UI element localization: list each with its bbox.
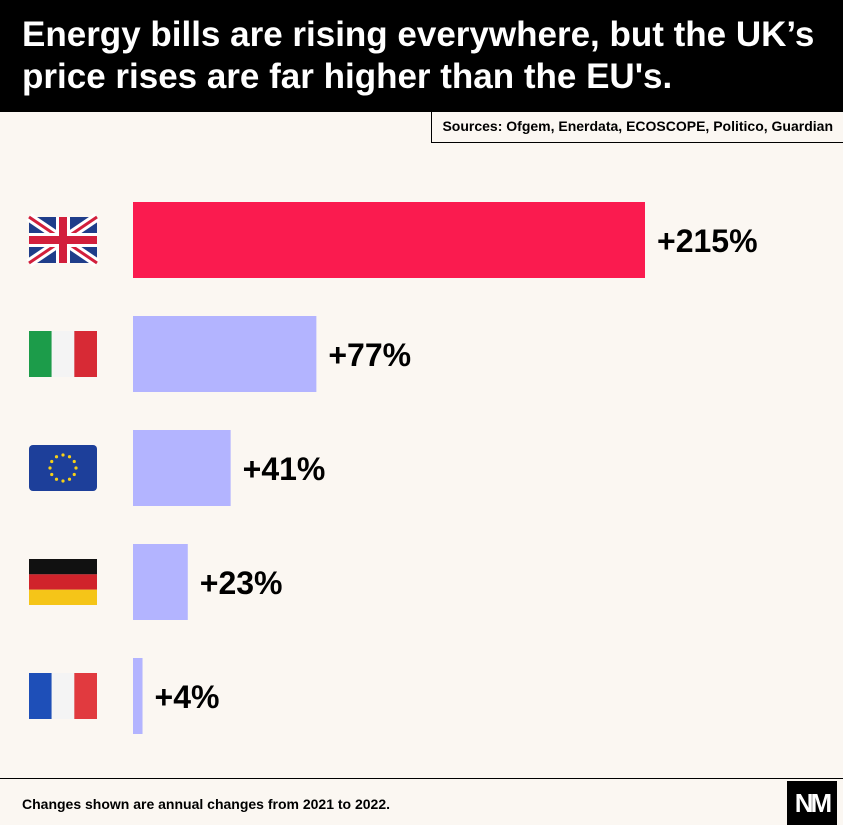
bar-italy bbox=[133, 316, 317, 392]
data-label-eu: +41% bbox=[243, 451, 326, 487]
uk-flag-icon bbox=[26, 213, 100, 267]
header-bar: Energy bills are rising everywhere, but … bbox=[0, 0, 843, 112]
bar-chart: +215% +77% +41% +23% +4% bbox=[26, 202, 758, 734]
data-label-france: +4% bbox=[155, 679, 220, 715]
publisher-logo: NM bbox=[787, 781, 837, 825]
data-label-uk: +215% bbox=[657, 223, 758, 259]
bar-eu bbox=[133, 430, 231, 506]
italy-flag-icon bbox=[29, 331, 97, 377]
sources-box: Sources: Ofgem, Enerdata, ECOSCOPE, Poli… bbox=[431, 112, 843, 143]
bar-france bbox=[133, 658, 143, 734]
chart-title: Energy bills are rising everywhere, but … bbox=[22, 15, 815, 96]
germany-flag-icon bbox=[29, 559, 97, 605]
data-label-italy: +77% bbox=[328, 337, 411, 373]
footer-divider bbox=[0, 778, 843, 779]
bar-germany bbox=[133, 544, 188, 620]
france-flag-icon bbox=[29, 673, 97, 719]
data-label-germany: +23% bbox=[200, 565, 283, 601]
eu-flag-icon bbox=[29, 445, 97, 491]
footnote: Changes shown are annual changes from 20… bbox=[22, 796, 391, 812]
bar-uk bbox=[133, 202, 645, 278]
